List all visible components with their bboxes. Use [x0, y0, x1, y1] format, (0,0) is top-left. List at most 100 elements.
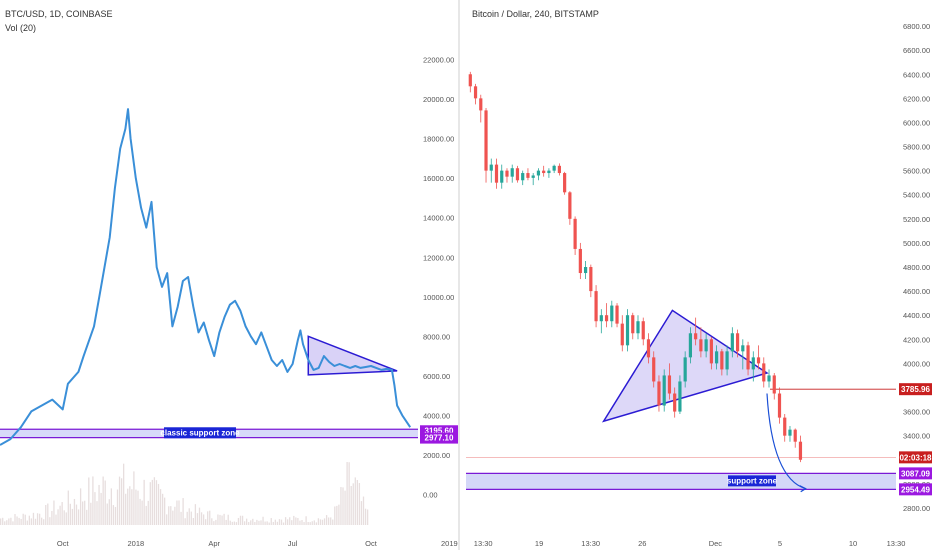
volume-bar: [332, 519, 334, 525]
right-support-lower-label: 2954.49: [901, 485, 930, 494]
volume-bar: [231, 521, 233, 525]
volume-bar: [88, 477, 90, 525]
volume-bar: [84, 500, 86, 525]
volume-bar: [354, 477, 356, 525]
candle-body: [793, 429, 797, 442]
volume-bar: [120, 478, 123, 525]
left-chart-panel[interactable]: 22000.00 20000.00 18000.00 16000.00 14000.00…: [0, 56, 458, 548]
volume-bar: [63, 510, 65, 525]
right-y-tick-label: 6800.00: [903, 22, 930, 31]
volume-bar: [159, 489, 162, 525]
volume-bar: [108, 499, 110, 525]
right-y-tick-label: 5400.00: [903, 191, 930, 200]
candle-body: [620, 323, 624, 346]
left-y-tick-label: 8000.00: [423, 332, 450, 341]
candle-body: [767, 375, 771, 382]
candle-body: [479, 98, 483, 111]
volume-bar: [6, 520, 8, 525]
volume-bar: [305, 516, 307, 525]
volume-bar: [79, 488, 82, 525]
volume-bar: [24, 514, 26, 525]
candle-body: [678, 381, 682, 412]
right-y-tick-label: 3600.00: [903, 408, 930, 417]
volume-bar: [348, 462, 350, 525]
volume-bar: [45, 504, 47, 525]
candle-body: [500, 170, 504, 183]
volume-bar: [352, 483, 354, 525]
candle-body: [468, 74, 472, 87]
volume-bar: [69, 503, 71, 525]
right-x-tick-label: Dec: [709, 539, 723, 548]
volume-bar: [135, 489, 137, 525]
volume-bar: [188, 508, 190, 525]
left-y-tick-label: 12000.00: [423, 253, 454, 262]
candle-body: [531, 175, 535, 178]
candle-body: [610, 305, 614, 322]
volume-bar: [49, 517, 51, 525]
volume-bar: [360, 501, 363, 525]
volume-bar: [100, 492, 102, 525]
volume-bar: [350, 485, 352, 525]
candle-body: [720, 351, 724, 370]
candle-body: [615, 305, 619, 324]
left-x-tick-label: 2019: [441, 539, 458, 548]
right-resistance-price-label-box: [899, 383, 932, 396]
candle-body: [557, 165, 561, 174]
volume-bar: [20, 518, 22, 525]
left-y-tick-label: 0.00: [423, 490, 438, 499]
volume-bar: [309, 522, 311, 525]
volume-bar: [14, 514, 16, 525]
volume-bar: [256, 519, 258, 525]
candle-body: [594, 291, 598, 322]
volume-bar: [330, 517, 332, 525]
volume-bar: [153, 477, 156, 525]
right-y-tick-label: 4600.00: [903, 287, 930, 296]
volume-bar: [131, 489, 133, 525]
candle-body: [704, 339, 708, 352]
volume-bar: [4, 521, 6, 525]
volume-bar: [362, 496, 365, 525]
volume-bar: [137, 490, 139, 525]
volume-bar: [71, 508, 74, 525]
volume-bar: [34, 518, 37, 525]
volume-bar: [239, 515, 242, 525]
volume-bar: [303, 522, 305, 525]
right-y-tick-label: 6200.00: [903, 94, 930, 103]
left-x-tick-label: Apr: [208, 539, 220, 548]
right-countdown-label: 02:03:18: [899, 453, 932, 462]
btc-price-line: [0, 108, 412, 446]
volume-bar: [280, 519, 283, 525]
left-y-tick-label: 10000.00: [423, 293, 454, 302]
left-price-label-lower-box: [420, 432, 458, 444]
left-x-tick-label: Oct: [57, 539, 70, 548]
volume-bar: [90, 502, 92, 525]
volume-bar: [252, 518, 254, 525]
volume-bar: [338, 504, 340, 525]
volume-bar: [264, 521, 266, 525]
volume-bar: [22, 513, 24, 525]
volume-bar: [282, 522, 285, 525]
left-triangle-pattern: [307, 335, 398, 376]
volume-bar: [98, 484, 100, 525]
volume-bar: [317, 518, 320, 525]
left-price-label-lower: 2977.10: [425, 434, 454, 443]
candle-body: [631, 315, 635, 334]
volume-bar: [219, 514, 221, 525]
candle-body: [772, 375, 776, 394]
volume-bar: [190, 511, 192, 525]
volume-bar: [139, 498, 141, 525]
candle-body: [741, 345, 745, 352]
volume-bar: [366, 509, 369, 525]
volume-bar: [207, 511, 209, 525]
candle-body: [578, 248, 582, 274]
left-y-tick-label: 14000.00: [423, 214, 454, 223]
volume-bar: [86, 509, 88, 525]
left-y-tick-label: 16000.00: [423, 174, 454, 183]
volume-bar: [104, 480, 106, 525]
volume-bar: [268, 522, 270, 525]
right-chart-panel[interactable]: 6800.00 6600.00 6400.00 6200.00 6000.00 5800.…: [466, 22, 932, 548]
left-y-tick-label: 2000.00: [423, 451, 450, 460]
volume-bar: [110, 488, 112, 525]
candle-body: [667, 375, 672, 394]
